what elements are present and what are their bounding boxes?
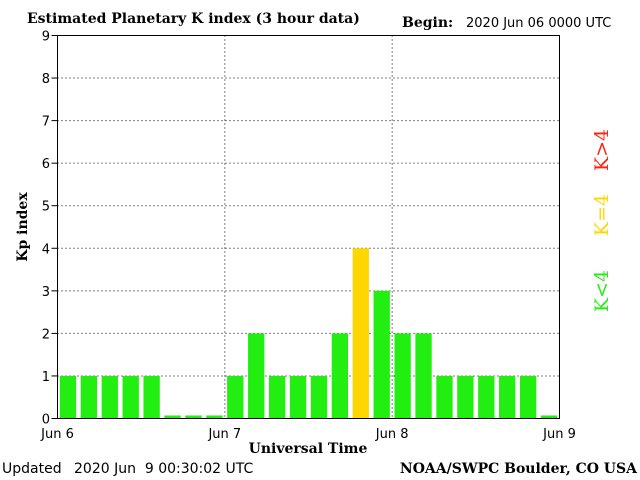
x-axis-label: Universal Time: [249, 441, 368, 457]
x-tick-label: Jun 7: [207, 427, 241, 442]
kp-bar: [248, 333, 265, 419]
kp-bar: [415, 333, 432, 419]
y-tick-label: 0: [42, 413, 50, 428]
x-axis-ticks: Jun 6 Jun 7 Jun 8 Jun 9: [40, 427, 576, 442]
begin-label: Begin:: [402, 15, 453, 31]
kp-bar: [143, 375, 160, 419]
y-tick-label: 8: [42, 72, 50, 87]
y-axis-label: Kp index: [15, 192, 31, 262]
kp-bar: [457, 375, 474, 419]
legend-k-equal-4: K=4: [591, 194, 613, 236]
y-tick-label: 2: [42, 327, 50, 342]
kp-bar: [289, 375, 307, 419]
kp-bar: [80, 375, 98, 419]
kp-bar: [478, 375, 495, 419]
kp-bar: [185, 415, 202, 419]
y-tick-label: 9: [42, 30, 50, 45]
y-axis-ticks: 0 1 2 3 4 5 6 7 8 9: [42, 30, 58, 428]
plot-frame: [57, 35, 560, 419]
kp-bar: [206, 415, 223, 419]
kp-bar: [436, 375, 453, 419]
kp-bar: [59, 375, 77, 419]
kp-bar: [352, 248, 369, 419]
y-tick-label: 4: [42, 242, 50, 257]
legend-k-below-4: K<4: [591, 270, 613, 312]
x-tick-label: Jun 9: [542, 427, 576, 442]
y-tick-label: 5: [42, 200, 50, 215]
y-tick-label: 1: [42, 370, 50, 385]
kp-bar: [101, 375, 118, 419]
kp-bar: [499, 375, 516, 419]
kp-bar: [394, 333, 411, 419]
x-tick-label: Jun 6: [40, 427, 74, 442]
kp-bar: [331, 333, 349, 419]
chart-title: Estimated Planetary K index (3 hour data…: [27, 11, 360, 27]
bars: [59, 248, 558, 419]
kp-bar: [227, 375, 244, 419]
kp-bar: [519, 375, 537, 419]
begin-value: 2020 Jun 06 0000 UTC: [466, 16, 611, 31]
data-source: NOAA/SWPC Boulder, CO USA: [400, 461, 638, 477]
y-tick-label: 6: [42, 157, 50, 172]
updated-label: Updated: [2, 461, 62, 477]
y-tick-label: 3: [42, 285, 50, 300]
kp-bar: [373, 290, 390, 419]
updated-value: 2020 Jun 9 00:30:02 UTC: [74, 461, 254, 477]
x-tick-label: Jun 8: [375, 427, 409, 442]
kp-bar: [540, 415, 558, 419]
legend-k-above-4: K>4: [591, 129, 613, 171]
y-tick-label: 7: [42, 115, 50, 130]
kp-bar: [122, 375, 139, 419]
kp-bar: [310, 375, 328, 419]
kp-bar: [268, 375, 286, 419]
gridlines: [57, 35, 560, 419]
kp-bar: [164, 415, 181, 419]
